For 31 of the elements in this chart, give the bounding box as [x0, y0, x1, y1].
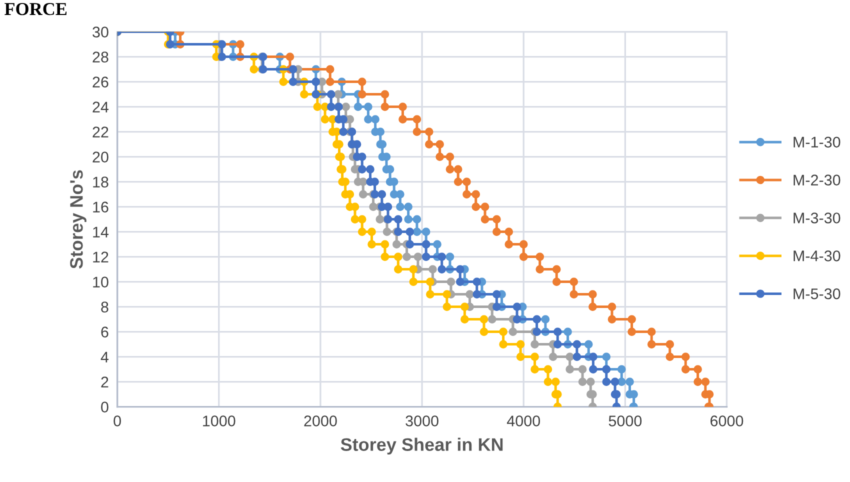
legend-label: M-1-30: [794, 136, 840, 148]
x-tick-label: 3000: [406, 416, 438, 426]
y-tick-label: 22: [92, 126, 108, 138]
x-tick-label: 5000: [608, 416, 642, 426]
y-axis-title: Storey No's: [70, 170, 86, 269]
x-tick-label: 1000: [203, 416, 236, 426]
y-tick-label: 30: [92, 26, 108, 38]
x-tick-label: 2000: [304, 416, 337, 426]
y-tick-label: 2: [101, 376, 108, 388]
y-tick-label: 14: [93, 226, 109, 238]
y-tick-label: 16: [93, 202, 108, 212]
legend-label: M-4-30: [794, 250, 840, 262]
y-tick-label: 4: [100, 352, 109, 362]
x-axis-title: Storey Shear in KN: [340, 438, 503, 455]
x-tick-label: 4000: [506, 416, 540, 426]
y-tick-label: 12: [93, 252, 108, 262]
chart-title: FORCE: [4, 2, 67, 16]
y-tick-label: 10: [93, 276, 108, 288]
y-tick-label: 28: [92, 52, 108, 62]
y-tick-label: 18: [93, 176, 108, 188]
x-tick-label: 0: [114, 416, 121, 426]
y-tick-label: 0: [101, 402, 108, 412]
legend-label: M-5-30: [794, 288, 840, 300]
x-tick-label: 6000: [710, 416, 744, 426]
y-tick-label: 20: [92, 152, 108, 162]
y-tick-label: 24: [92, 102, 109, 112]
y-tick-label: 8: [101, 302, 108, 312]
y-tick-label: 26: [92, 76, 108, 88]
y-tick-label: 6: [101, 326, 108, 338]
legend-label: M-2-30: [794, 174, 840, 186]
legend-label: M-3-30: [794, 212, 840, 224]
